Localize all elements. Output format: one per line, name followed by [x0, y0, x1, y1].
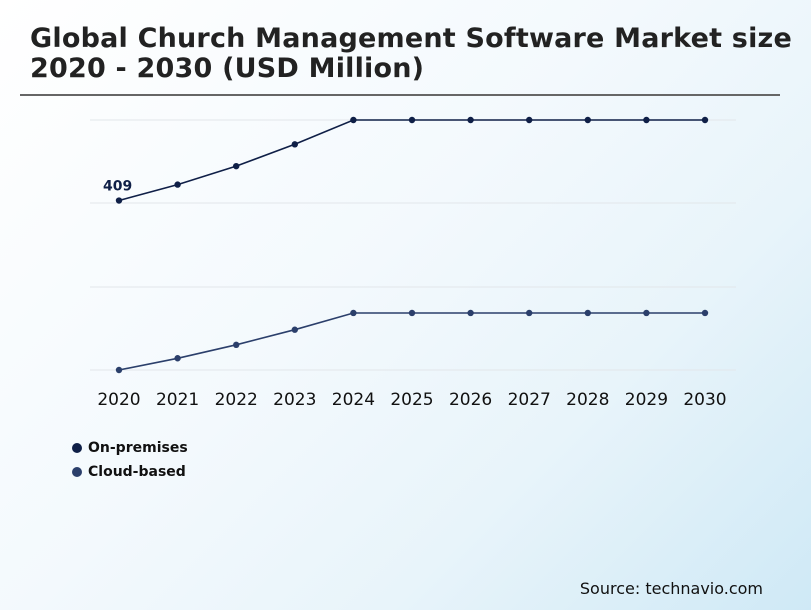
point-on-premises-2024 [350, 116, 357, 124]
point-on-premises-2022 [233, 162, 240, 170]
legend-item-on-premises: On-premises [72, 436, 188, 460]
point-cloud-based-2029 [643, 309, 650, 317]
x-tick-label-2023: 2023 [273, 390, 316, 410]
x-tick-label-2026: 2026 [449, 390, 492, 410]
chart-title: Global Church Management Software Market… [30, 24, 810, 84]
x-tick-label-2030: 2030 [683, 390, 726, 410]
point-cloud-based-2023 [291, 326, 298, 333]
x-tick-label-2024: 2024 [332, 390, 375, 410]
series-line-cloud-based [118, 312, 705, 371]
chart-title-line-2: 2020 - 2030 (USD Million) [30, 53, 425, 84]
point-cloud-based-2022 [233, 341, 240, 349]
point-on-premises-2028 [584, 116, 591, 124]
x-tick-label-2021: 2021 [156, 390, 199, 410]
point-cloud-based-2021 [174, 355, 181, 362]
x-tick-label-2029: 2029 [625, 390, 668, 410]
point-on-premises-2025 [408, 116, 416, 124]
source-credit: Source: technavio.com [579, 579, 763, 598]
point-cloud-based-2025 [408, 309, 416, 317]
legend-label-cloud-based: Cloud-based [88, 464, 186, 480]
legend-label-on-premises: On-premises [88, 440, 188, 456]
point-on-premises-2020 [115, 197, 123, 204]
point-cloud-based-2024 [350, 309, 357, 317]
title-divider [20, 94, 780, 96]
series-line-on-premises [118, 119, 705, 202]
x-tick-label-2020: 2020 [97, 390, 140, 410]
data-label-0: 409 [103, 179, 132, 195]
x-tick-label-2028: 2028 [566, 390, 609, 410]
x-tick-label-2025: 2025 [390, 390, 433, 410]
chart-title-line-1: Global Church Management Software Market… [30, 23, 792, 54]
x-tick-label-2027: 2027 [508, 390, 551, 410]
point-cloud-based-2028 [584, 309, 591, 317]
legend-marker-cloud-based [72, 467, 82, 477]
point-on-premises-2027 [526, 116, 533, 124]
point-cloud-based-2027 [526, 309, 533, 317]
point-on-premises-2023 [291, 141, 298, 148]
point-cloud-based-2030 [701, 309, 709, 317]
point-on-premises-2030 [701, 116, 709, 124]
point-cloud-based-2026 [467, 309, 474, 317]
legend-marker-on-premises [72, 443, 82, 453]
x-tick-label-2022: 2022 [215, 390, 258, 410]
legend-item-cloud-based: Cloud-based [72, 460, 188, 484]
point-on-premises-2026 [467, 116, 474, 124]
point-on-premises-2021 [174, 181, 181, 188]
legend: On-premises Cloud-based [72, 436, 188, 484]
point-cloud-based-2020 [115, 366, 123, 374]
point-on-premises-2029 [643, 116, 650, 124]
